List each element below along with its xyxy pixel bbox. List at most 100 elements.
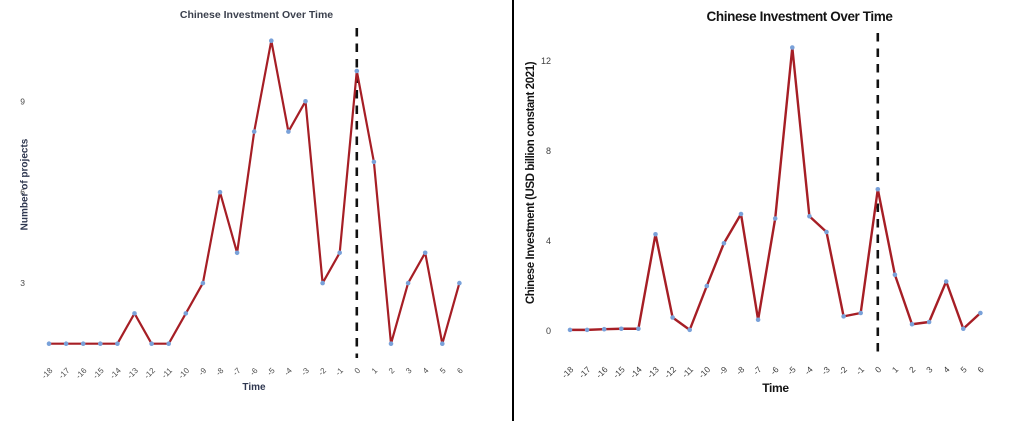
- x-axis-tick-label: -12: [142, 366, 157, 381]
- data-point-marker: [653, 231, 658, 237]
- data-point-marker: [875, 186, 881, 192]
- right-y-axis-label: Chinese Investment (USD billion constant…: [525, 61, 537, 305]
- x-axis-tick-label: -14: [628, 364, 644, 380]
- data-point-marker: [200, 280, 206, 286]
- data-point-marker: [422, 250, 428, 256]
- y-axis-tick-label: 8: [546, 146, 551, 156]
- x-axis-tick-label: -10: [696, 364, 712, 380]
- data-point-marker: [303, 99, 308, 104]
- data-point-marker: [217, 189, 223, 195]
- panel-divider: [512, 0, 514, 421]
- investment-trend-line: [47, 39, 461, 345]
- x-axis-tick-label: -5: [785, 364, 798, 377]
- x-axis-tick-label: -3: [819, 364, 832, 377]
- data-point-marker: [405, 280, 411, 286]
- data-point-marker: [115, 341, 120, 347]
- x-axis-tick-label: -18: [560, 364, 576, 380]
- x-axis-tick-label: -10: [177, 366, 192, 381]
- data-point-marker: [584, 327, 590, 333]
- data-point-marker: [80, 341, 86, 347]
- left-chart-plot: 369-18 -17 -16 -15 -14 -13 -12 -11 -10 -9 -8 -7 -6 -5…: [20, 28, 465, 381]
- x-axis-tick-label: -9: [717, 364, 730, 377]
- data-point-marker: [892, 272, 898, 278]
- x-axis-tick-label: 2: [907, 364, 918, 375]
- x-axis-tick-label: -2: [837, 364, 850, 377]
- data-point-marker: [46, 341, 52, 347]
- data-point-marker: [63, 341, 69, 347]
- x-axis-tick-label: -11: [680, 364, 696, 380]
- left-x-axis-label: Time: [242, 382, 266, 393]
- left-chart-title: Chinese Investment Over Time: [179, 9, 334, 21]
- data-point-marker: [619, 326, 624, 332]
- x-axis-tick-label: -8: [214, 366, 226, 378]
- y-axis-tick-label: 0: [546, 326, 551, 336]
- data-point-marker: [337, 250, 343, 256]
- y-axis-tick-label: 3: [20, 278, 25, 288]
- right-chart-panel: 0 4 8 12 -18 -17 -16 -15 -14 -13 -12 -11 -10 -9 -8 -7 -6…: [515, 0, 1024, 421]
- data-point-marker: [926, 319, 932, 325]
- x-axis-tick-label: -17: [57, 366, 72, 381]
- data-point-marker: [858, 310, 863, 316]
- data-point-marker: [755, 317, 761, 323]
- x-axis-tick-label: 1: [370, 366, 380, 376]
- investment-trend-line: [568, 46, 982, 332]
- x-axis-tick-label: -6: [768, 364, 781, 377]
- data-point-marker: [704, 283, 710, 289]
- data-point-marker: [721, 240, 727, 246]
- data-point-marker: [943, 279, 949, 284]
- x-axis-tick-label: -7: [751, 364, 764, 377]
- x-axis-tick-label: 6: [455, 366, 465, 376]
- x-axis-tick-label: -9: [197, 366, 209, 378]
- x-axis-tick-label: -4: [802, 364, 815, 377]
- data-point-marker: [807, 213, 812, 219]
- data-point-marker: [149, 341, 154, 347]
- x-axis-tick-label: -14: [108, 366, 123, 381]
- x-axis-tick-label: -13: [645, 364, 661, 380]
- y-axis-tick-label: 6: [20, 187, 25, 197]
- x-axis-tick-label: 4: [941, 364, 952, 375]
- x-axis-tick-label: 3: [404, 366, 414, 376]
- data-point-marker: [440, 341, 445, 347]
- x-axis-tick-label: 1: [890, 364, 901, 375]
- x-axis-tick-label: 4: [421, 366, 431, 376]
- x-axis-tick-label: -8: [734, 364, 747, 377]
- data-point-marker: [841, 314, 846, 319]
- x-axis-tick-label: -7: [231, 366, 243, 378]
- data-point-marker: [961, 326, 966, 332]
- data-point-marker: [457, 280, 462, 286]
- x-axis-tick-label: -1: [854, 364, 867, 377]
- data-point-marker: [354, 68, 360, 74]
- data-point-marker: [790, 45, 795, 50]
- x-axis-tick-label: -5: [265, 366, 277, 378]
- x-axis-tick-label: -11: [160, 366, 175, 381]
- x-axis-tick-label: -18: [40, 366, 55, 381]
- right-x-axis-label: Time: [762, 381, 789, 395]
- x-axis-tick-label: -16: [74, 366, 89, 381]
- x-axis-tick-label: -13: [125, 366, 140, 381]
- data-point-marker: [234, 250, 240, 256]
- data-point-marker: [978, 310, 983, 316]
- x-axis-tick-label: -3: [300, 366, 312, 378]
- x-axis-tick-label: -12: [662, 364, 678, 380]
- x-axis-tick-label: -16: [594, 364, 610, 380]
- data-point-marker: [98, 341, 103, 347]
- data-point-marker: [601, 326, 607, 332]
- data-point-marker: [670, 315, 675, 320]
- data-point-marker: [772, 216, 778, 221]
- data-point-marker: [371, 159, 377, 165]
- data-point-marker: [320, 280, 325, 286]
- left-y-axis-label: Number of projects: [19, 138, 31, 231]
- x-axis-tick-label: 5: [438, 366, 448, 376]
- data-point-marker: [132, 311, 137, 316]
- x-axis-tick-label: -15: [91, 366, 106, 381]
- data-point-marker: [909, 321, 915, 327]
- y-axis-tick-label: 12: [541, 56, 551, 66]
- x-axis-tick-label: 0: [353, 366, 363, 376]
- data-point-marker: [824, 229, 829, 235]
- x-axis-tick-label: -2: [317, 366, 329, 378]
- x-axis-tick-label: 2: [387, 366, 397, 376]
- data-point-marker: [251, 129, 257, 134]
- data-point-marker: [269, 38, 274, 43]
